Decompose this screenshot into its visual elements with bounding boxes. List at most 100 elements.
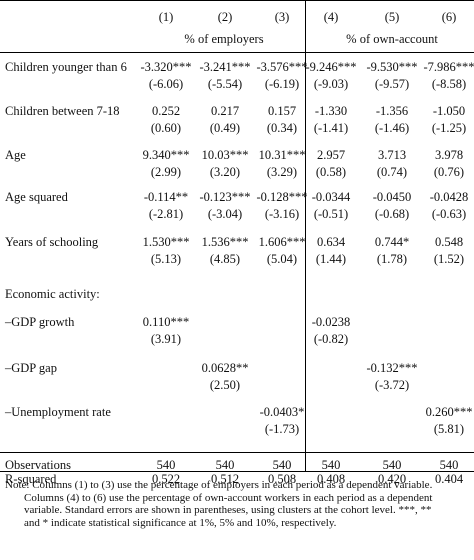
footer-cell: 0.508 [267, 472, 297, 486]
row-label: –GDP growth [5, 315, 75, 329]
row-label: Children between 7-18 [5, 104, 120, 118]
coefficient-cell: -3.320*** [140, 60, 192, 74]
footer-cell: 540 [382, 458, 402, 472]
coefficient-cell: 0.252 [151, 104, 181, 118]
column-header: (6) [441, 10, 457, 24]
stat-cell: (-2.81) [148, 207, 184, 221]
stat-cell: (3.29) [266, 165, 298, 179]
stat-cell: (-3.16) [264, 207, 300, 221]
coefficient-cell: -1.356 [375, 104, 409, 118]
column-header: (4) [323, 10, 339, 24]
stat-cell: (-1.46) [374, 121, 410, 135]
coefficient-cell: 0.217 [210, 104, 240, 118]
row-label: Age squared [5, 190, 68, 204]
coefficient-cell: -7.986*** [423, 60, 474, 74]
group-header-own-account: % of own-account [346, 32, 438, 46]
stat-cell: (-3.72) [374, 378, 410, 392]
coefficient-cell: -0.114** [143, 190, 189, 204]
footer-cell: 0.512 [210, 472, 240, 486]
group-divider [305, 0, 306, 471]
table-note: Note: Columns (1) to (3) use the percent… [5, 479, 471, 529]
footer-cell: 0.408 [316, 472, 346, 486]
stat-cell: (0.74) [376, 165, 408, 179]
coefficient-cell: 0.110*** [142, 315, 190, 329]
column-header: (3) [274, 10, 290, 24]
coefficient-cell: 10.03*** [201, 148, 249, 162]
row-label: –Unemployment rate [5, 405, 111, 419]
group-header-employers: % of employers [184, 32, 264, 46]
stat-cell: (-0.82) [313, 332, 349, 346]
stat-cell: (0.58) [315, 165, 347, 179]
bottom-rule [0, 471, 474, 472]
top-rule [0, 0, 474, 1]
stat-cell: (-8.58) [431, 77, 467, 91]
stat-cell: (3.20) [209, 165, 241, 179]
stat-cell: (3.91) [150, 332, 182, 346]
footer-cell: 540 [321, 458, 341, 472]
footer-cell: 540 [439, 458, 459, 472]
footer-cell: 540 [215, 458, 235, 472]
coefficient-cell: -0.128*** [256, 190, 308, 204]
stat-cell: (-9.03) [313, 77, 349, 91]
stat-cell: (-6.19) [264, 77, 300, 91]
footer-cell: 0.420 [377, 472, 407, 486]
footer-cell: 0.522 [151, 472, 181, 486]
coefficient-cell: 9.340*** [142, 148, 190, 162]
stat-cell: (-3.04) [207, 207, 243, 221]
stat-cell: (-6.06) [148, 77, 184, 91]
stat-cell: (-0.63) [431, 207, 467, 221]
stat-cell: (0.76) [433, 165, 465, 179]
stat-cell: (2.99) [150, 165, 182, 179]
coefficient-cell: -1.050 [432, 104, 466, 118]
stat-cell: (-1.73) [264, 422, 300, 436]
stat-cell: (-9.57) [374, 77, 410, 91]
coefficient-cell: 0.634 [316, 235, 346, 249]
header-rule-left [0, 52, 305, 53]
column-header: (1) [158, 10, 174, 24]
note-line: Columns (4) to (6) use the percentage of… [24, 491, 433, 504]
row-label: Years of schooling [5, 235, 99, 249]
column-header: (2) [217, 10, 233, 24]
section-label: Economic activity: [5, 287, 100, 301]
coefficient-cell: -0.0344 [311, 190, 351, 204]
coefficient-cell: 0.744* [374, 235, 410, 249]
footer-cell: 540 [272, 458, 292, 472]
stat-cell: (-1.25) [431, 121, 467, 135]
coefficient-cell: -9.530*** [366, 60, 418, 74]
stat-cell: (5.81) [433, 422, 465, 436]
row-label: –GDP gap [5, 361, 57, 375]
coefficient-cell: 1.606*** [258, 235, 306, 249]
stat-cell: (5.04) [266, 252, 298, 266]
stat-cell: (4.85) [209, 252, 241, 266]
row-label: Age [5, 148, 26, 162]
stat-cell: (5.13) [150, 252, 182, 266]
coefficient-cell: -0.0428 [429, 190, 469, 204]
note-line: variable. Standard errors are shown in p… [24, 504, 432, 517]
coefficient-cell: -0.123*** [199, 190, 251, 204]
stat-cell: (1.78) [376, 252, 408, 266]
coefficient-cell: 2.957 [316, 148, 346, 162]
coefficient-cell: -3.241*** [199, 60, 251, 74]
note-line: and * indicate statistical significance … [24, 516, 337, 529]
coefficient-cell: 3.978 [434, 148, 464, 162]
note-line: Note: Columns (1) to (3) use the percent… [5, 479, 433, 491]
column-header: (5) [384, 10, 400, 24]
stat-cell: (1.52) [433, 252, 465, 266]
coefficient-cell: 0.548 [434, 235, 464, 249]
stat-cell: (-0.68) [374, 207, 410, 221]
coefficient-cell: 3.713 [377, 148, 407, 162]
coefficient-cell: 0.157 [267, 104, 297, 118]
stat-cell: (2.50) [209, 378, 241, 392]
coefficient-cell: -1.330 [314, 104, 348, 118]
row-label: Children younger than 6 [5, 60, 127, 74]
footer-label: Observations [5, 458, 71, 472]
coefficient-cell: -0.0450 [372, 190, 412, 204]
stat-cell: (-0.51) [313, 207, 349, 221]
header-rule-right [305, 52, 474, 53]
coefficient-cell: 10.31*** [258, 148, 306, 162]
coefficient-cell: 0.0628** [201, 361, 249, 375]
coefficient-cell: -3.576*** [256, 60, 308, 74]
coefficient-cell: -0.132*** [366, 361, 418, 375]
stat-cell: (-1.41) [313, 121, 349, 135]
stat-cell: (-5.54) [207, 77, 243, 91]
